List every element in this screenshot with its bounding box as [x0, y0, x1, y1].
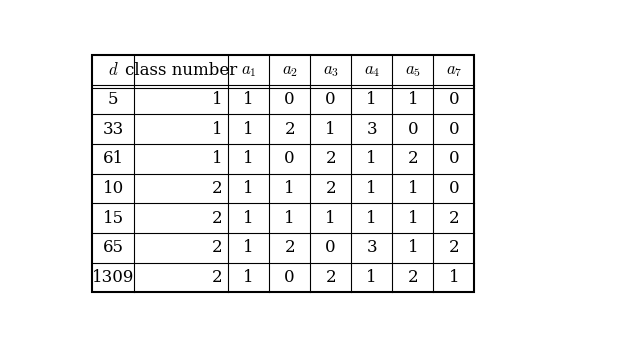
Text: 0: 0 — [285, 150, 295, 167]
Text: 2: 2 — [212, 180, 222, 197]
Text: 1: 1 — [366, 150, 377, 167]
Text: 2: 2 — [212, 269, 222, 286]
Text: 2: 2 — [285, 121, 295, 138]
Text: 1: 1 — [243, 269, 254, 286]
Text: 1: 1 — [243, 150, 254, 167]
Text: 2: 2 — [408, 150, 418, 167]
Text: 1: 1 — [449, 269, 459, 286]
Text: 0: 0 — [408, 121, 418, 138]
Text: 1: 1 — [212, 150, 222, 167]
Text: 1: 1 — [212, 121, 222, 138]
Text: 0: 0 — [325, 239, 336, 256]
Text: $a_5$: $a_5$ — [404, 62, 421, 79]
Text: class number: class number — [125, 62, 237, 79]
Text: 1: 1 — [408, 209, 418, 226]
Text: 3: 3 — [366, 121, 377, 138]
Text: $a_2$: $a_2$ — [281, 62, 298, 79]
Text: 2: 2 — [449, 239, 459, 256]
Text: $a_7$: $a_7$ — [445, 62, 462, 79]
Text: 1: 1 — [243, 91, 254, 108]
Text: 0: 0 — [449, 91, 459, 108]
Text: 1: 1 — [243, 121, 254, 138]
Text: 1: 1 — [366, 209, 377, 226]
Text: 1: 1 — [285, 209, 295, 226]
Text: 1: 1 — [408, 180, 418, 197]
Text: 0: 0 — [449, 150, 459, 167]
Text: 2: 2 — [212, 209, 222, 226]
Text: 65: 65 — [103, 239, 124, 256]
Text: 15: 15 — [103, 209, 124, 226]
Text: 1: 1 — [325, 209, 336, 226]
Text: $a_4$: $a_4$ — [364, 62, 380, 79]
Text: 1: 1 — [325, 121, 336, 138]
Text: 1: 1 — [408, 239, 418, 256]
Text: 2: 2 — [449, 209, 459, 226]
Text: 1309: 1309 — [92, 269, 135, 286]
Text: 10: 10 — [103, 180, 124, 197]
Text: $d$: $d$ — [108, 62, 119, 79]
Text: $a_1$: $a_1$ — [241, 62, 256, 79]
Text: 33: 33 — [103, 121, 124, 138]
Text: 1: 1 — [212, 91, 222, 108]
Text: 2: 2 — [325, 180, 336, 197]
Text: 0: 0 — [325, 91, 336, 108]
Text: 1: 1 — [285, 180, 295, 197]
Bar — [92, 55, 474, 292]
Text: 0: 0 — [449, 180, 459, 197]
Text: 1: 1 — [243, 209, 254, 226]
Text: 2: 2 — [408, 269, 418, 286]
Text: 2: 2 — [212, 239, 222, 256]
Text: 3: 3 — [366, 239, 377, 256]
Text: $a_3$: $a_3$ — [323, 62, 339, 79]
Text: 0: 0 — [285, 91, 295, 108]
Text: 1: 1 — [243, 239, 254, 256]
Text: 1: 1 — [408, 91, 418, 108]
Text: 2: 2 — [285, 239, 295, 256]
Text: 2: 2 — [325, 150, 336, 167]
Text: 5: 5 — [108, 91, 119, 108]
Text: 0: 0 — [285, 269, 295, 286]
Text: 61: 61 — [103, 150, 124, 167]
Text: 2: 2 — [325, 269, 336, 286]
Text: 1: 1 — [366, 91, 377, 108]
Text: 0: 0 — [449, 121, 459, 138]
Text: 1: 1 — [243, 180, 254, 197]
Text: 1: 1 — [366, 180, 377, 197]
Text: 1: 1 — [366, 269, 377, 286]
